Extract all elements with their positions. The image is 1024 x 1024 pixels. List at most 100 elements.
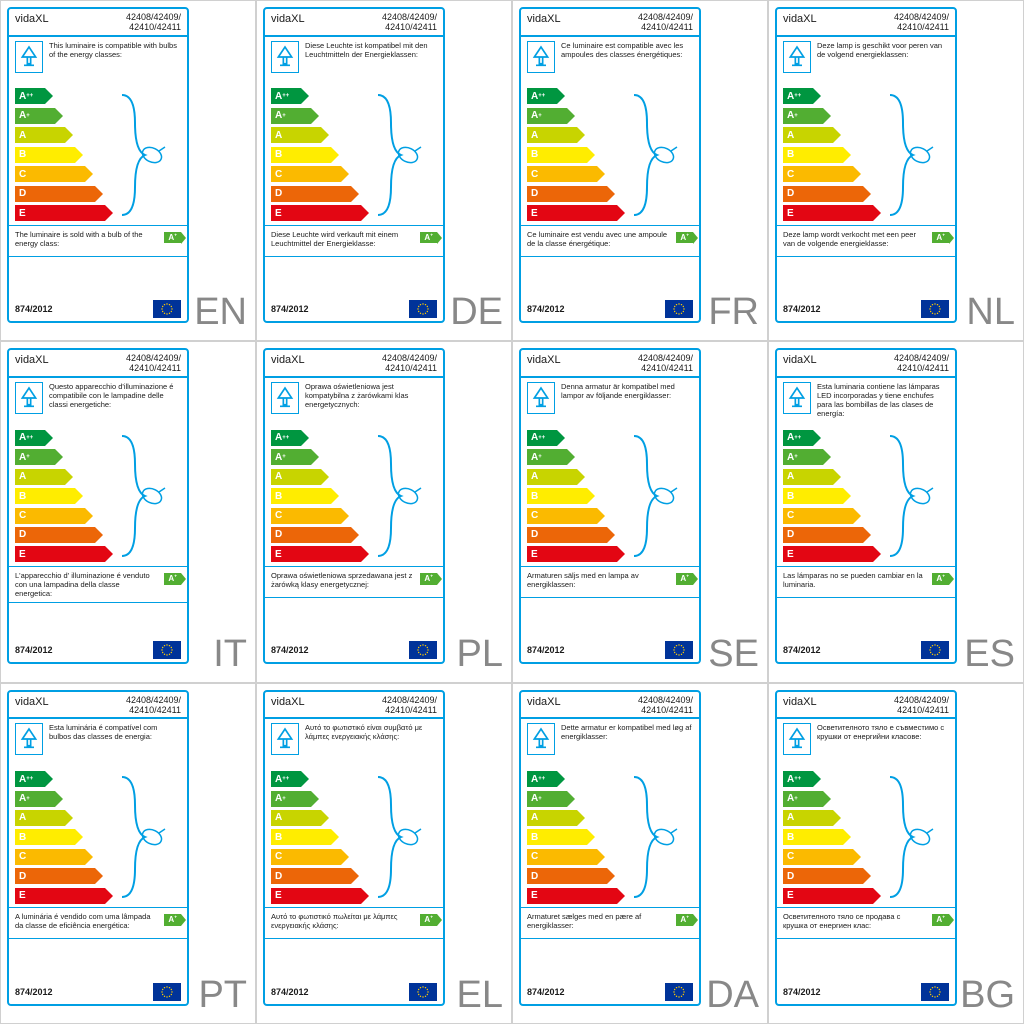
energy-label: vidaXL 42408/42409/42410/42411 Denna arm…: [519, 348, 701, 664]
lamp-icon: [271, 41, 299, 73]
sold-badge: A+: [932, 914, 949, 926]
label-footer: 874/2012: [9, 297, 187, 321]
energy-arrow-D: D: [527, 527, 607, 543]
energy-arrow-E: E: [15, 888, 105, 904]
energy-arrow-A++: A++: [271, 430, 301, 446]
energy-label: vidaXL 42408/42409/42410/42411 Осветител…: [775, 690, 957, 1006]
label-footer: 874/2012: [521, 297, 699, 321]
eu-flag-icon: [665, 641, 693, 659]
energy-arrow-D: D: [271, 868, 351, 884]
energy-arrow-C: C: [15, 849, 85, 865]
compat-section: Esta luminária é compatível com bulbos d…: [9, 719, 187, 767]
bracket-icon: [885, 775, 935, 899]
label-footer: 874/2012: [9, 980, 187, 1004]
language-code: EN: [194, 291, 247, 334]
language-code: DE: [450, 291, 503, 334]
energy-arrow-E: E: [271, 205, 361, 221]
energy-arrow-B: B: [15, 147, 75, 163]
regulation-number: 874/2012: [527, 987, 565, 997]
energy-arrow-A++: A++: [271, 771, 301, 787]
energy-arrow-B: B: [527, 829, 587, 845]
brand-name: vidaXL: [783, 13, 817, 33]
lamp-icon: [15, 723, 43, 755]
energy-arrow-B: B: [783, 829, 843, 845]
sold-text: Diese Leuchte wird verkauft mit einem Le…: [271, 230, 414, 248]
energy-arrow-E: E: [271, 888, 361, 904]
energy-arrow-A: A: [15, 810, 65, 826]
sold-text: A luminária é vendido com uma lâmpada da…: [15, 912, 158, 930]
sold-section: Armaturen säljs med en lampa av energikl…: [521, 566, 699, 598]
bracket-icon: [117, 434, 167, 558]
compat-section: Esta luminaria contiene las lámparas LED…: [777, 378, 955, 426]
brand-name: vidaXL: [783, 354, 817, 374]
energy-label-cell: vidaXL 42408/42409/42410/42411 Αυτό το φ…: [256, 683, 512, 1024]
product-numbers: 42408/42409/42410/42411: [382, 354, 437, 374]
energy-label-cell: vidaXL 42408/42409/42410/42411 Questo ap…: [0, 341, 256, 682]
energy-arrow-D: D: [271, 186, 351, 202]
energy-label-cell: vidaXL 42408/42409/42410/42411 This lumi…: [0, 0, 256, 341]
energy-arrow-D: D: [15, 868, 95, 884]
lamp-icon: [15, 382, 43, 414]
regulation-number: 874/2012: [15, 304, 53, 314]
energy-arrow-A+: A+: [783, 108, 823, 124]
regulation-number: 874/2012: [15, 987, 53, 997]
energy-chart: A++A+ABCDE: [521, 767, 699, 907]
energy-label: vidaXL 42408/42409/42410/42411 Esta lumi…: [775, 348, 957, 664]
eu-flag-icon: [665, 300, 693, 318]
sold-text: Oprawa oświetleniowa sprzedawana jest z …: [271, 571, 414, 589]
brand-name: vidaXL: [15, 696, 49, 716]
energy-arrow-A++: A++: [527, 430, 557, 446]
energy-arrow-C: C: [271, 849, 341, 865]
energy-label: vidaXL 42408/42409/42410/42411 Ce lumina…: [519, 7, 701, 323]
energy-arrow-A: A: [527, 469, 577, 485]
energy-chart: A++A+ABCDE: [265, 767, 443, 907]
compat-text: Questo apparecchio d'illuminazione é com…: [49, 382, 181, 409]
regulation-number: 874/2012: [15, 645, 53, 655]
compat-text: Esta luminária é compatível com bulbos d…: [49, 723, 181, 741]
energy-arrow-A++: A++: [15, 430, 45, 446]
energy-arrow-A+: A+: [527, 791, 567, 807]
sold-section: Αυτό το φωτιστικό πωλείται με λάμπες ενε…: [265, 907, 443, 939]
energy-arrow-A+: A+: [15, 108, 55, 124]
eu-flag-icon: [153, 300, 181, 318]
energy-arrow-D: D: [783, 868, 863, 884]
label-header: vidaXL 42408/42409/42410/42411: [265, 9, 443, 37]
eu-flag-icon: [153, 983, 181, 1001]
language-code: ES: [964, 633, 1015, 676]
energy-arrow-C: C: [783, 166, 853, 182]
energy-label: vidaXL 42408/42409/42410/42411 Esta lumi…: [7, 690, 189, 1006]
energy-arrow-A++: A++: [783, 771, 813, 787]
sold-text: Deze lamp wordt verkocht met een peer va…: [783, 230, 926, 248]
regulation-number: 874/2012: [783, 987, 821, 997]
energy-arrow-A: A: [783, 469, 833, 485]
sold-text: Armaturen säljs med en lampa av energikl…: [527, 571, 670, 589]
sold-section: Diese Leuchte wird verkauft mit einem Le…: [265, 225, 443, 257]
energy-arrow-D: D: [15, 186, 95, 202]
product-numbers: 42408/42409/42410/42411: [126, 354, 181, 374]
regulation-number: 874/2012: [527, 645, 565, 655]
compat-text: This luminaire is compatible with bulbs …: [49, 41, 181, 59]
energy-arrow-E: E: [527, 888, 617, 904]
brand-name: vidaXL: [527, 13, 561, 33]
regulation-number: 874/2012: [783, 645, 821, 655]
compat-section: Dette armatur er kompatibel med løg af e…: [521, 719, 699, 767]
sold-text: Las lámparas no se pueden cambiar en la …: [783, 571, 926, 589]
sold-text: Armaturet sælges med en pære af energikl…: [527, 912, 670, 930]
energy-arrow-A++: A++: [527, 88, 557, 104]
product-numbers: 42408/42409/42410/42411: [894, 696, 949, 716]
energy-arrow-D: D: [271, 527, 351, 543]
lamp-icon: [783, 382, 811, 414]
bracket-icon: [373, 775, 423, 899]
product-numbers: 42408/42409/42410/42411: [638, 696, 693, 716]
compat-text: Αυτό το φωτιστικό είναι συμβατό με λάμπε…: [305, 723, 437, 741]
energy-arrow-A+: A+: [783, 791, 823, 807]
energy-arrow-B: B: [783, 488, 843, 504]
energy-arrow-E: E: [271, 546, 361, 562]
energy-arrow-A+: A+: [271, 449, 311, 465]
product-numbers: 42408/42409/42410/42411: [126, 696, 181, 716]
sold-text: Ce luminaire est vendu avec une ampoule …: [527, 230, 670, 248]
energy-arrow-B: B: [783, 147, 843, 163]
language-code: IT: [213, 633, 247, 676]
energy-arrow-A: A: [783, 127, 833, 143]
bracket-icon: [373, 93, 423, 217]
